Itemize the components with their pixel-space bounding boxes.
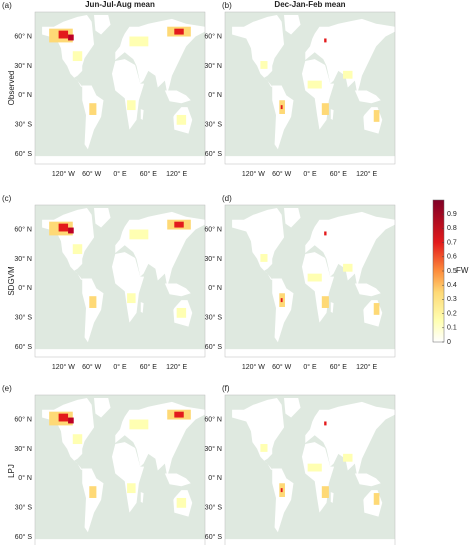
panel-label: (d) bbox=[222, 194, 232, 203]
map-frame bbox=[224, 11, 396, 165]
map-frame bbox=[224, 204, 396, 358]
colorbar-tick-label: 0 bbox=[447, 339, 451, 346]
lat-label: 0° N bbox=[18, 474, 32, 482]
lat-label: 60° S bbox=[15, 533, 33, 541]
lat-label: 30° S bbox=[15, 314, 33, 322]
row-label: LPJ bbox=[7, 464, 16, 478]
colorbar-tick-label: 0.5 bbox=[447, 268, 457, 275]
lat-label: 30° N bbox=[14, 62, 32, 70]
panel-label: (c) bbox=[2, 194, 12, 203]
colorbar-tick-label: 0.9 bbox=[447, 211, 457, 218]
panel-label: (f) bbox=[222, 384, 230, 393]
lon-label: 120° W bbox=[52, 170, 75, 178]
column-title: Dec-Jan-Feb mean bbox=[274, 0, 345, 9]
lat-label: 0° N bbox=[18, 91, 32, 99]
lon-label: 120° W bbox=[242, 170, 265, 178]
lat-label: 30° N bbox=[204, 445, 222, 453]
lon-label: 60° E bbox=[330, 170, 348, 178]
lat-label: 60° S bbox=[205, 533, 223, 541]
lat-label: 30° S bbox=[15, 504, 33, 512]
map-frame bbox=[34, 394, 206, 545]
lat-label: 60° N bbox=[204, 415, 222, 423]
lat-label: 60° S bbox=[15, 343, 33, 351]
map-frame bbox=[34, 204, 206, 358]
colorbar-label: FW bbox=[456, 266, 469, 275]
lat-label: 0° N bbox=[18, 284, 32, 292]
lon-label: 60° W bbox=[82, 363, 102, 371]
lon-label: 60° E bbox=[330, 363, 348, 371]
lon-label: 120° E bbox=[166, 363, 187, 371]
lon-label: 120° E bbox=[356, 363, 377, 371]
panel-label: (b) bbox=[222, 1, 232, 10]
lat-label: 60° N bbox=[14, 225, 32, 233]
lat-label: 0° N bbox=[208, 284, 222, 292]
lat-label: 60° N bbox=[204, 32, 222, 40]
lat-label: 60° S bbox=[15, 150, 33, 158]
row-label: Observed bbox=[7, 71, 16, 106]
panel-label: (a) bbox=[2, 1, 12, 10]
lat-label: 30° S bbox=[205, 504, 223, 512]
colorbar-tick-label: 0.1 bbox=[447, 325, 457, 332]
lat-label: 30° N bbox=[204, 255, 222, 263]
lon-label: 0° E bbox=[113, 363, 127, 371]
map-frame bbox=[224, 394, 396, 545]
colorbar-tick-label: 0.6 bbox=[447, 254, 457, 261]
lat-label: 30° N bbox=[14, 445, 32, 453]
colorbar-tick-label: 0.7 bbox=[447, 239, 457, 246]
map-frame bbox=[34, 11, 206, 165]
colorbar-tick-label: 0.2 bbox=[447, 310, 457, 317]
column-title: Jun-Jul-Aug mean bbox=[85, 0, 155, 9]
lon-label: 0° E bbox=[303, 363, 317, 371]
lon-label: 0° E bbox=[113, 170, 127, 178]
lat-label: 60° S bbox=[205, 150, 223, 158]
lon-label: 60° E bbox=[140, 363, 158, 371]
lon-label: 60° W bbox=[82, 170, 102, 178]
lat-label: 60° N bbox=[14, 415, 32, 423]
lat-label: 30° N bbox=[204, 62, 222, 70]
lon-label: 0° E bbox=[303, 170, 317, 178]
lat-label: 0° N bbox=[208, 474, 222, 482]
lon-label: 60° W bbox=[272, 363, 292, 371]
lon-label: 120° W bbox=[242, 363, 265, 371]
lon-label: 60° E bbox=[140, 170, 158, 178]
lon-label: 120° E bbox=[166, 170, 187, 178]
colorbar-tick-label: 0.3 bbox=[447, 296, 457, 303]
lat-label: 30° S bbox=[205, 314, 223, 322]
lon-label: 120° W bbox=[52, 363, 75, 371]
panel-label: (e) bbox=[2, 384, 12, 393]
lat-label: 30° S bbox=[15, 121, 33, 129]
lat-label: 30° S bbox=[205, 121, 223, 129]
lat-label: 60° N bbox=[14, 32, 32, 40]
lat-label: 60° S bbox=[205, 343, 223, 351]
lon-label: 60° W bbox=[272, 170, 292, 178]
lon-label: 120° E bbox=[356, 170, 377, 178]
colorbar-tick-label: 0.8 bbox=[447, 225, 457, 232]
row-label: SDGVM bbox=[7, 266, 16, 296]
lat-label: 30° N bbox=[14, 255, 32, 263]
colorbar-tick-label: 0.4 bbox=[447, 282, 457, 289]
lat-label: 60° N bbox=[204, 225, 222, 233]
lat-label: 0° N bbox=[208, 91, 222, 99]
